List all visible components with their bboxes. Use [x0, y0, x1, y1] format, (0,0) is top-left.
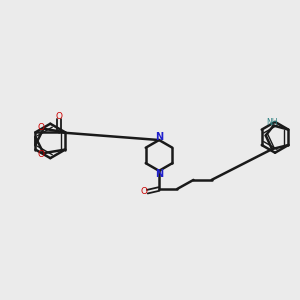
- Text: N: N: [155, 169, 163, 178]
- Text: N: N: [155, 132, 163, 142]
- Text: O: O: [37, 123, 44, 132]
- Text: O: O: [37, 150, 44, 159]
- Text: NH: NH: [266, 118, 278, 127]
- Text: O: O: [56, 112, 62, 121]
- Text: O: O: [140, 187, 148, 196]
